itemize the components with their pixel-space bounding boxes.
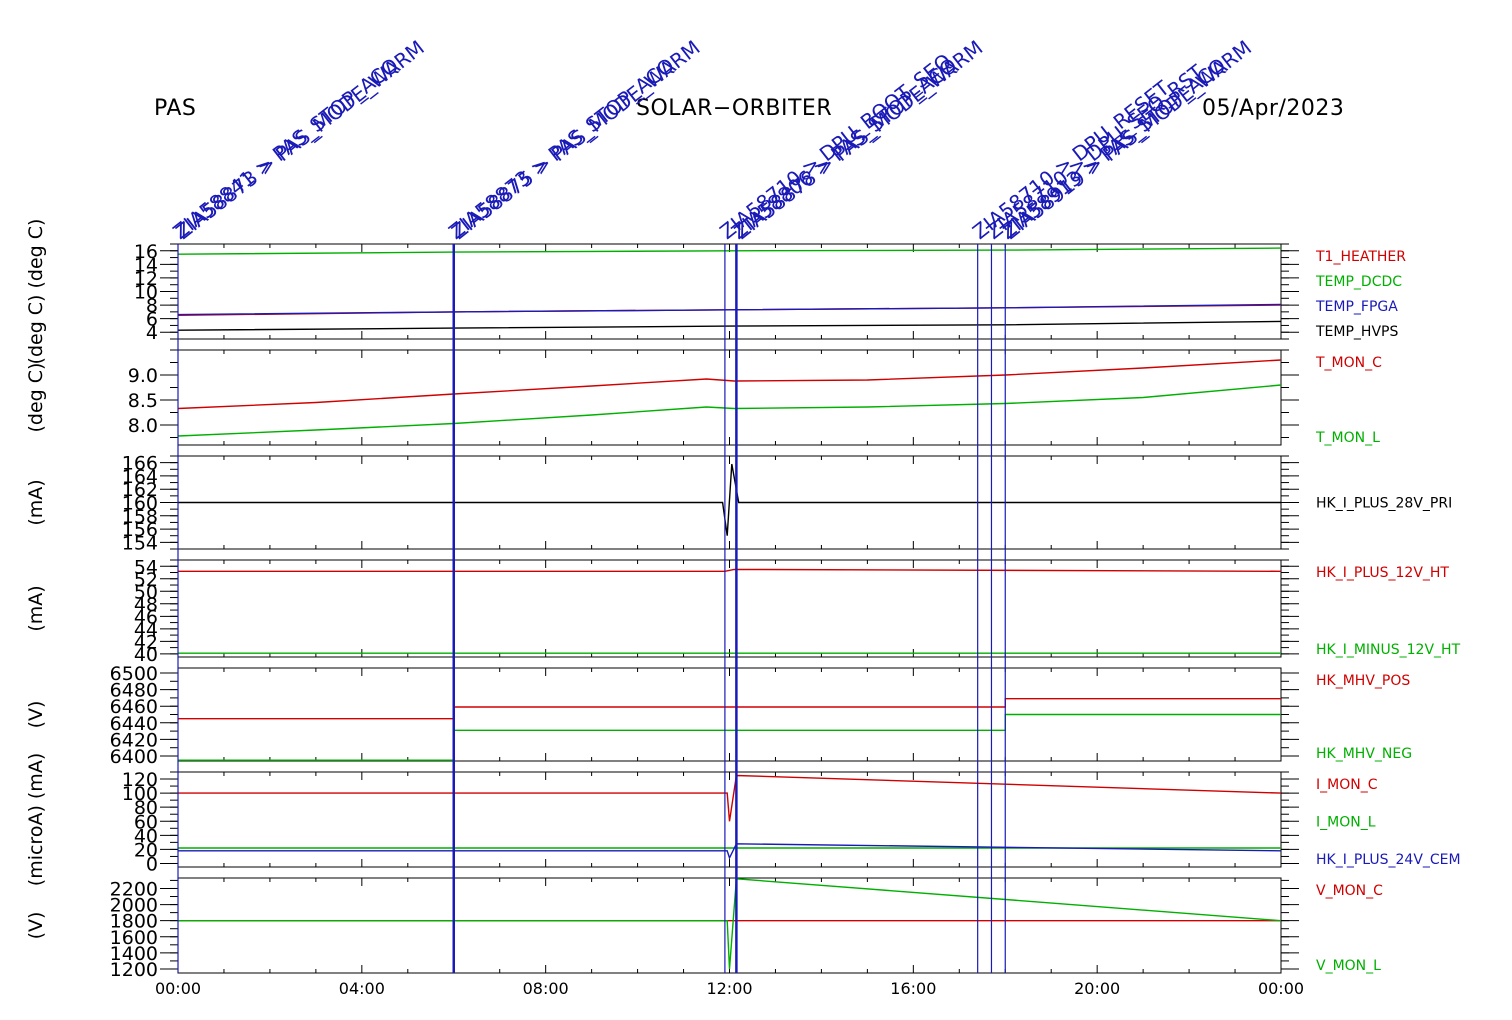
- y-tick-label: 42: [134, 631, 158, 653]
- y-tick-label: 40: [134, 825, 158, 847]
- legend-i-mon-l: I_MON_L: [1316, 815, 1376, 831]
- y-tick-label: 9.0: [128, 365, 158, 387]
- legend-hk-i-minus-12v-ht: HK_I_MINUS_12V_HT: [1316, 642, 1461, 658]
- series-line-hk-mhv-pos: [178, 698, 1281, 720]
- y-tick-label: 164: [122, 466, 158, 488]
- series-line-hk-i-plus-24v-cem: [178, 843, 1282, 860]
- y-axis-label: (deg C) (deg C): [25, 219, 47, 365]
- y-tick-label: 100: [122, 783, 158, 805]
- y-tick-label: 50: [134, 581, 158, 603]
- legend-v-mon-c: V_MON_C: [1316, 883, 1383, 899]
- panel-frame: [177, 559, 1282, 658]
- y-tick-label: 166: [122, 453, 158, 475]
- series-line-t-mon-l: [177, 384, 1282, 437]
- y-axis-label: (mA): [25, 585, 47, 631]
- series-line-i-mon-c: [178, 774, 1282, 822]
- event-label: ZIA58873 > PAS_MODE_WARM: [171, 35, 429, 244]
- y-tick-label: 48: [134, 594, 158, 616]
- y-tick-label: 6460: [110, 696, 158, 718]
- y-tick-label: 160: [122, 493, 158, 515]
- y-tick-label: 1800: [110, 911, 158, 933]
- y-axis-label: (microA) (mA): [25, 753, 47, 886]
- y-tick-label: 54: [134, 556, 158, 578]
- legend-temp-dcdc: TEMP_DCDC: [1315, 274, 1402, 290]
- y-tick-label: 6420: [110, 729, 158, 751]
- legend-temp-fpga: TEMP_FPGA: [1315, 299, 1398, 315]
- y-tick-label: 60: [134, 811, 158, 833]
- series-line-temp-dcdc: [177, 247, 1282, 255]
- y-tick-label: 4: [146, 322, 158, 344]
- panel-frame: [177, 243, 1282, 340]
- y-tick-label: 6400: [110, 746, 158, 768]
- series-line-temp-hvps: [177, 320, 1282, 331]
- legend-hk-i-plus-28v-pri: HK_I_PLUS_28V_PRI: [1316, 496, 1452, 512]
- y-tick-label: 6: [146, 309, 158, 331]
- header-mission: SOLAR−ORBITER: [636, 96, 833, 121]
- series-line-v-mon-l: [178, 878, 1282, 970]
- y-tick-label: 14: [134, 254, 158, 276]
- header-date: 05/Apr/2023: [1202, 96, 1345, 121]
- y-axis-label: (V): [25, 701, 47, 729]
- y-tick-label: 8: [146, 295, 158, 317]
- y-tick-label: 52: [134, 569, 158, 591]
- legend-hk-mhv-neg: HK_MHV_NEG: [1316, 746, 1412, 762]
- x-tick-label: 04:00: [339, 979, 385, 998]
- y-tick-label: 12: [134, 268, 158, 290]
- y-tick-label: 46: [134, 606, 158, 628]
- x-tick-label: 08:00: [523, 979, 569, 998]
- y-tick-label: 2000: [110, 895, 158, 917]
- y-tick-label: 80: [134, 797, 158, 819]
- x-tick-label: 00:00: [1258, 979, 1304, 998]
- legend-t-mon-l: T_MON_L: [1315, 430, 1380, 446]
- y-tick-label: 1200: [110, 959, 158, 981]
- x-tick-label: 20:00: [1074, 979, 1120, 998]
- y-tick-label: 44: [134, 619, 158, 641]
- y-tick-label: 158: [122, 506, 158, 528]
- panel-frame: [177, 349, 1282, 446]
- series-line-hk-mhv-neg: [178, 713, 1281, 761]
- y-tick-label: 1600: [110, 927, 158, 949]
- legend-i-mon-c: I_MON_C: [1316, 777, 1378, 793]
- event-label: ZIA58875 > PAS_MODE_WARM: [447, 35, 705, 244]
- y-tick-label: 40: [134, 644, 158, 666]
- y-axis-label: (mA): [25, 479, 47, 525]
- legend-temp-hvps: TEMP_HVPS: [1315, 324, 1398, 340]
- y-tick-label: 20: [134, 839, 158, 861]
- header-instrument: PAS: [154, 96, 197, 121]
- series-line-temp-fpga: [177, 303, 1282, 316]
- y-tick-label: 6480: [110, 680, 158, 702]
- y-tick-label: 8.0: [128, 415, 158, 437]
- x-tick-label: 16:00: [890, 979, 936, 998]
- y-tick-label: 10: [134, 282, 158, 304]
- legend-v-mon-l: V_MON_L: [1316, 958, 1381, 974]
- y-axis-label: (deg C): [25, 363, 47, 433]
- series-line-hk-i-plus-28v-pri: [178, 463, 1281, 536]
- legend-hk-mhv-pos: HK_MHV_POS: [1316, 673, 1410, 689]
- x-tick-label: 00:00: [155, 979, 201, 998]
- y-tick-label: 8.5: [128, 390, 158, 412]
- y-tick-label: 16: [134, 241, 158, 263]
- legend-t1-heather: T1_HEATHER: [1315, 249, 1406, 265]
- legend-t-mon-c: T_MON_C: [1315, 355, 1382, 371]
- event-label: ZIA58919 > PAS_MODE_WARM: [999, 35, 1257, 244]
- x-tick-label: 12:00: [706, 979, 752, 998]
- legend-hk-i-plus-12v-ht: HK_I_PLUS_12V_HT: [1316, 565, 1449, 581]
- y-tick-label: 6500: [110, 663, 158, 685]
- y-tick-label: 0: [146, 853, 158, 875]
- y-tick-label: 120: [122, 769, 158, 791]
- y-tick-label: 162: [122, 479, 158, 501]
- y-tick-label: 2200: [110, 878, 158, 900]
- y-axis-label: (V): [25, 912, 47, 940]
- y-tick-label: 156: [122, 519, 158, 541]
- y-tick-label: 154: [122, 532, 158, 554]
- y-tick-label: 6440: [110, 713, 158, 735]
- y-tick-label: 1400: [110, 943, 158, 965]
- event-label: ZIA58878 > PAS_MODE_WARM: [730, 35, 988, 244]
- series-line-t-mon-c: [177, 359, 1282, 410]
- legend-hk-i-plus-24v-cem: HK_I_PLUS_24V_CEM: [1316, 852, 1461, 868]
- series-line-hk-i-plus-12v-ht: [178, 568, 1282, 572]
